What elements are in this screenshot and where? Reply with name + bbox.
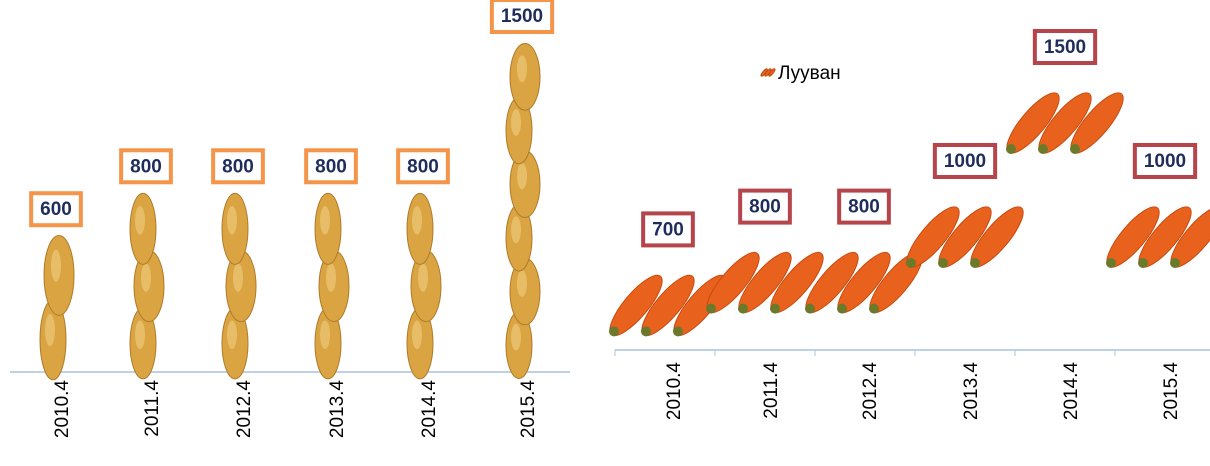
data-label: 1000 (944, 151, 986, 172)
x-tick-label: 2014.4 (419, 380, 440, 439)
potato-shine (141, 263, 151, 292)
potato-shine (233, 263, 243, 292)
data-label-box (396, 148, 450, 185)
data-label-box (211, 148, 265, 185)
potato-bar (39, 234, 75, 381)
x-tick-label: 2014.4 (1061, 362, 1082, 421)
carrot-top (1038, 144, 1048, 154)
potato-shine (511, 216, 521, 244)
data-label: 800 (407, 156, 439, 177)
potato-shine (227, 205, 237, 235)
data-label: 800 (315, 156, 347, 177)
data-label: 700 (652, 219, 684, 240)
potato-shine (326, 263, 336, 292)
carrot-top (1170, 258, 1180, 268)
data-label: 1500 (501, 6, 543, 27)
data-label: 1000 (1144, 151, 1186, 172)
data-label: 800 (749, 197, 781, 218)
potato-shine (51, 249, 61, 282)
x-tick-label: 2015.4 (1161, 362, 1182, 421)
carrot-top (869, 303, 879, 314)
carrot-top (764, 75, 766, 77)
data-label-box (932, 143, 998, 179)
carrot-top (938, 258, 948, 268)
data-label: 800 (222, 156, 254, 177)
carrot-top (1070, 144, 1080, 154)
x-tick-label: 2015.4 (518, 380, 539, 439)
carrot-top (609, 326, 619, 337)
potato-bar (314, 192, 350, 380)
x-tick-label: 2013.4 (327, 380, 348, 439)
potato-shine (135, 320, 145, 350)
data-label-box (837, 188, 891, 225)
data-label-box (1132, 143, 1198, 179)
carrot-marker (906, 206, 1024, 268)
x-tick-label: 2013.4 (961, 362, 982, 421)
potato-shine (517, 55, 527, 83)
potato-bar (505, 43, 541, 379)
legend-marker (760, 68, 776, 77)
potato-shine (320, 205, 330, 235)
carrot-top (805, 303, 815, 314)
carrot-top (706, 303, 716, 314)
potato-shine (418, 263, 428, 292)
data-label-box (641, 211, 695, 248)
potato-shine (412, 320, 422, 350)
x-tick-label: 2010.4 (664, 362, 685, 421)
potato-shine (412, 205, 422, 235)
potato-shine (511, 109, 521, 136)
x-tick-label: 2011.4 (761, 362, 782, 419)
data-label-box (29, 191, 83, 228)
potato-shine (511, 323, 521, 351)
carrot-marker (706, 251, 824, 314)
potato-shine (320, 320, 330, 350)
carrot-top (641, 326, 651, 337)
data-label-box (738, 188, 792, 225)
carrot-top (760, 75, 763, 77)
carrot-marker (1106, 206, 1210, 268)
legend-label: Лууван (778, 63, 841, 84)
carrot-top (970, 258, 980, 268)
carrot-top (1006, 144, 1016, 154)
data-label: 800 (848, 197, 880, 218)
data-label-box (304, 148, 358, 185)
potato-shine (135, 205, 145, 235)
potato-bar (129, 192, 165, 380)
data-label: 1500 (1044, 37, 1086, 58)
carrot-top (906, 258, 916, 268)
x-tick-label: 2010.4 (52, 380, 73, 439)
potato-shine (517, 162, 527, 190)
carrot-top (837, 303, 847, 314)
data-label-box (119, 148, 173, 185)
x-tick-label: 2012.4 (234, 380, 255, 439)
carrot-top (1106, 258, 1116, 268)
potato-bar (406, 192, 442, 380)
potato-shine (227, 320, 237, 350)
x-tick-label: 2011.4 (142, 380, 163, 437)
data-label: 600 (40, 199, 72, 220)
data-label-box (489, 0, 555, 34)
potato-bar (221, 192, 257, 380)
potato-shine (45, 314, 55, 347)
carrot-top (738, 303, 748, 314)
data-label-box (1032, 29, 1098, 65)
potato-shine (517, 270, 527, 297)
carrot-top (770, 303, 780, 314)
carrot-top (673, 326, 683, 337)
carrot-top (768, 75, 770, 77)
carrot-top (1138, 258, 1148, 268)
carrot-marker (1006, 92, 1124, 154)
x-tick-label: 2012.4 (860, 362, 881, 421)
data-label: 800 (130, 156, 162, 177)
